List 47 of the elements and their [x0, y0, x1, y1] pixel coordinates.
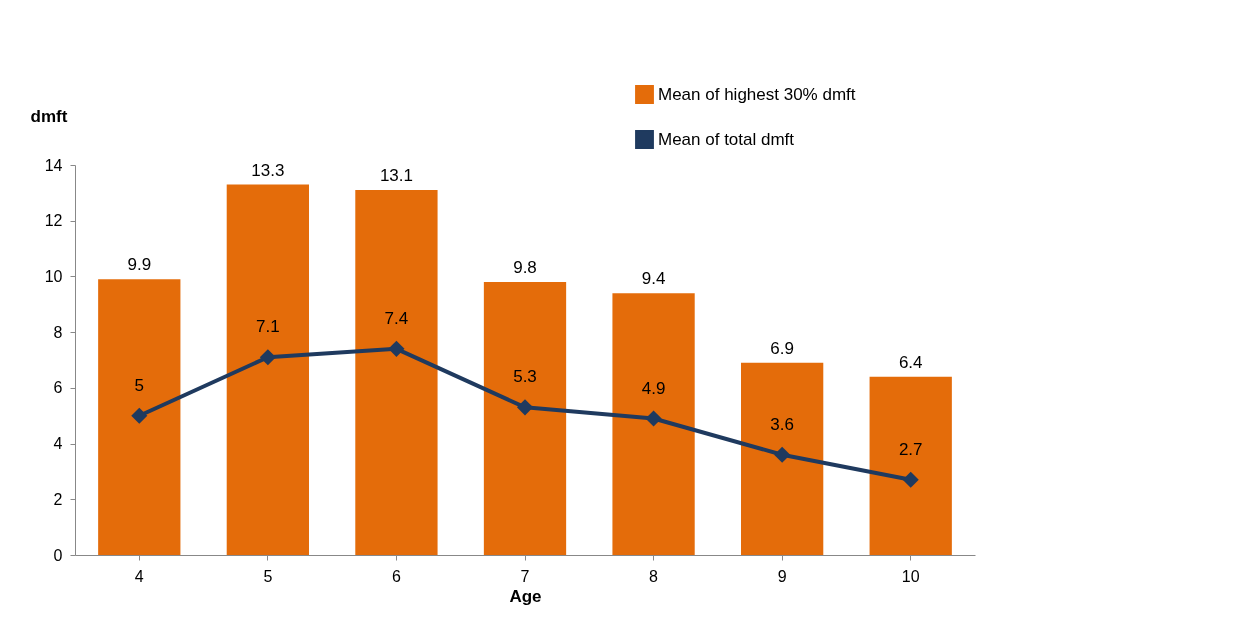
y-tick-label: 12	[44, 212, 63, 230]
y-tick-label: 8	[53, 323, 63, 341]
y-tick-label: 4	[53, 435, 63, 453]
point	[516, 399, 534, 416]
bar	[483, 282, 567, 555]
y-tick-label: 6	[53, 379, 63, 397]
data-label: 3.6	[770, 414, 794, 434]
x-tick-label: 5	[263, 567, 273, 585]
bar	[869, 376, 952, 555]
y-tick-label: 0	[53, 546, 63, 564]
x-tick-label: 10	[901, 567, 920, 585]
x-tick-label: 6	[391, 567, 401, 585]
data-label: 13.3	[251, 160, 285, 180]
y-tick-label: 2	[53, 490, 63, 508]
x-tick-label: 8	[649, 567, 659, 585]
data-label: 6.4	[898, 352, 923, 372]
data-label: 9.8	[513, 258, 537, 277]
data-label: 7.1	[256, 317, 280, 337]
bar	[741, 362, 824, 555]
point	[259, 349, 276, 366]
point	[131, 407, 148, 424]
data-label: 7.4	[384, 308, 409, 328]
x-tick-label: 7	[520, 567, 530, 585]
y-axis-title: dmft	[30, 106, 68, 126]
bar	[355, 190, 438, 555]
legend-label: Mean of highest 30% dmft	[658, 84, 856, 104]
data-label: 9.4	[641, 269, 666, 289]
point	[388, 340, 405, 357]
data-label: 2.7	[898, 439, 923, 459]
point	[902, 471, 919, 488]
point	[774, 446, 791, 463]
data-label: 9.9	[127, 255, 152, 275]
y-tick-label: 14	[44, 156, 63, 174]
bar	[612, 293, 695, 555]
bar	[226, 184, 309, 555]
data-label: 13.1	[379, 166, 413, 186]
x-tick-label: 9	[777, 567, 787, 585]
legend-label: Mean of total dmft	[658, 129, 795, 149]
y-tick-label: 10	[44, 267, 63, 285]
data-label: 5	[134, 375, 145, 395]
x-axis-title: Age	[509, 586, 542, 606]
x-tick-label: 4	[134, 567, 144, 585]
point	[645, 410, 662, 427]
data-label: 4.9	[641, 378, 666, 398]
bar	[98, 279, 181, 555]
data-label: 6.9	[770, 338, 794, 358]
data-label: 5.3	[513, 367, 537, 387]
